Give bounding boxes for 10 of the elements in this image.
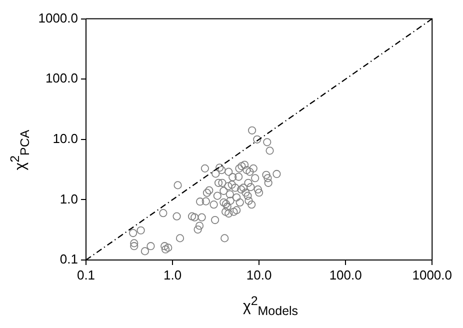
x-tick-label: 1.0 (163, 267, 182, 282)
x-tick-label: 0.1 (76, 267, 96, 282)
y-tick-label: 100.0 (45, 70, 78, 86)
x-tick-label: 1000.0 (412, 267, 452, 282)
y-tick-label: 0.1 (60, 252, 78, 267)
y-tick-label: 1000.0 (38, 10, 78, 26)
x-tick-label: 100.0 (329, 267, 362, 282)
x-tick-label: 10.0 (246, 267, 272, 282)
y-tick-label: 1.0 (60, 191, 78, 206)
y-tick-label: 10.0 (52, 130, 78, 146)
